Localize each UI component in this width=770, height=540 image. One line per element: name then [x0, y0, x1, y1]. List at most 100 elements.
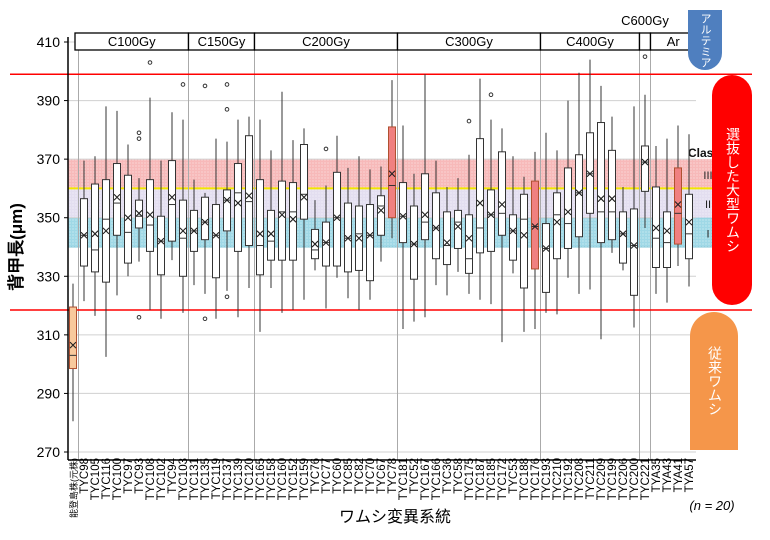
- x-tick-label: TYC208: [574, 458, 586, 500]
- mean-marker: [300, 193, 308, 201]
- mean-marker: [399, 212, 407, 220]
- box: [278, 180, 286, 261]
- mean-marker: [355, 234, 363, 242]
- mean-marker: [135, 209, 143, 217]
- mean-marker: [575, 189, 583, 197]
- group-label: C600Gy: [621, 13, 669, 28]
- conventional-rotifer-label: 従来ワムシ: [690, 312, 738, 450]
- outlier-point: [136, 130, 142, 136]
- mean-marker: [542, 245, 550, 252]
- x-tick-label: TYC192: [563, 458, 575, 500]
- box: [69, 306, 77, 370]
- box: [223, 189, 231, 232]
- x-tick-label: TYC137: [222, 458, 234, 500]
- box: [674, 167, 682, 245]
- box: [575, 154, 583, 238]
- x-tick-label: TYC165: [255, 458, 267, 500]
- mean-marker: [212, 231, 220, 239]
- mean-marker: [289, 215, 297, 223]
- mean-marker: [344, 234, 352, 242]
- mean-marker: [223, 196, 231, 204]
- x-tick-label: TYC93: [134, 458, 146, 494]
- outlier-point: [466, 118, 472, 124]
- mean-marker: [333, 214, 341, 222]
- x-tick-label: TYC53: [508, 458, 520, 494]
- box: [388, 126, 396, 219]
- x-tick-label: TYC78: [387, 458, 399, 494]
- x-tick-label: 能登島株(元株): [68, 458, 79, 518]
- x-tick-label: TYC175: [464, 458, 476, 500]
- mean-marker: [520, 231, 528, 239]
- y-tick-label: 410: [37, 34, 61, 50]
- x-tick-label: TYA41: [673, 458, 685, 492]
- x-axis-label: ワムシ変異系統: [339, 508, 451, 526]
- outlier-point: [202, 316, 208, 322]
- box: [498, 151, 506, 236]
- x-tick-label: TYC97: [123, 458, 135, 494]
- x-tick-label: TYC105: [90, 458, 102, 500]
- box: [289, 182, 297, 261]
- mean-marker: [564, 208, 572, 216]
- mean-marker: [465, 234, 473, 242]
- selected-large-rotifer-label: 選抜した大型ワムシ: [712, 75, 752, 305]
- x-tick-label: TYC160: [277, 458, 289, 500]
- box: [531, 180, 539, 270]
- mean-marker: [454, 223, 462, 230]
- group-label: C200Gy: [302, 34, 350, 49]
- x-tick-label: TYC199: [607, 458, 619, 500]
- x-tick-label: TYC135: [200, 458, 212, 500]
- box: [509, 214, 517, 261]
- box: [663, 211, 671, 269]
- group-label: C300Gy: [445, 34, 493, 49]
- outlier-point: [224, 82, 230, 87]
- x-tick-label: TYC67: [376, 458, 388, 494]
- x-tick-label: TYC181: [398, 458, 410, 500]
- x-tick-label: TYC206: [618, 458, 630, 500]
- y-tick-label: 290: [37, 385, 61, 401]
- group-header-C600Gy: [638, 32, 652, 51]
- mean-marker: [432, 224, 440, 232]
- mean-marker: [234, 199, 242, 207]
- box: [619, 211, 627, 264]
- outlier-point: [136, 314, 142, 320]
- x-tick-label: TYA57: [684, 458, 696, 492]
- outlier-point: [488, 92, 494, 98]
- box: [520, 193, 528, 289]
- x-tick-label: TYC166: [431, 458, 443, 500]
- x-tick-label: TYC209: [596, 458, 608, 500]
- box: [630, 208, 638, 296]
- class-label-III: III: [703, 170, 712, 182]
- box: [542, 223, 550, 293]
- box: [410, 205, 418, 280]
- mean-marker: [630, 242, 638, 249]
- mean-marker: [597, 195, 605, 203]
- box: [454, 209, 462, 249]
- box: [465, 214, 473, 274]
- box: [333, 171, 341, 267]
- y-tick-label: 370: [37, 151, 61, 167]
- x-tick-label: TYC139: [233, 458, 245, 500]
- x-tick-label: TYC94: [167, 457, 179, 493]
- mean-marker: [663, 227, 671, 235]
- x-tick-label: TYC108: [145, 458, 157, 500]
- mean-marker: [322, 239, 330, 246]
- outlier-point: [224, 107, 230, 112]
- mean-marker: [685, 218, 693, 226]
- outlier-point: [180, 82, 186, 87]
- mean-marker: [311, 240, 319, 248]
- box: [487, 189, 495, 252]
- x-tick-label: TYC36: [442, 458, 454, 494]
- mean-marker: [641, 158, 649, 166]
- y-tick-label: 350: [37, 210, 61, 226]
- mean-marker: [179, 227, 187, 235]
- outlier-point: [323, 146, 329, 152]
- box: [366, 204, 374, 282]
- x-tick-label: TYC82: [354, 458, 366, 494]
- box: [256, 179, 264, 276]
- artemia-label: アルテミア: [688, 10, 722, 70]
- mean-marker: [388, 170, 396, 178]
- x-tick-label: TYC76: [310, 458, 322, 494]
- mean-marker: [69, 341, 77, 349]
- mean-marker: [619, 230, 627, 238]
